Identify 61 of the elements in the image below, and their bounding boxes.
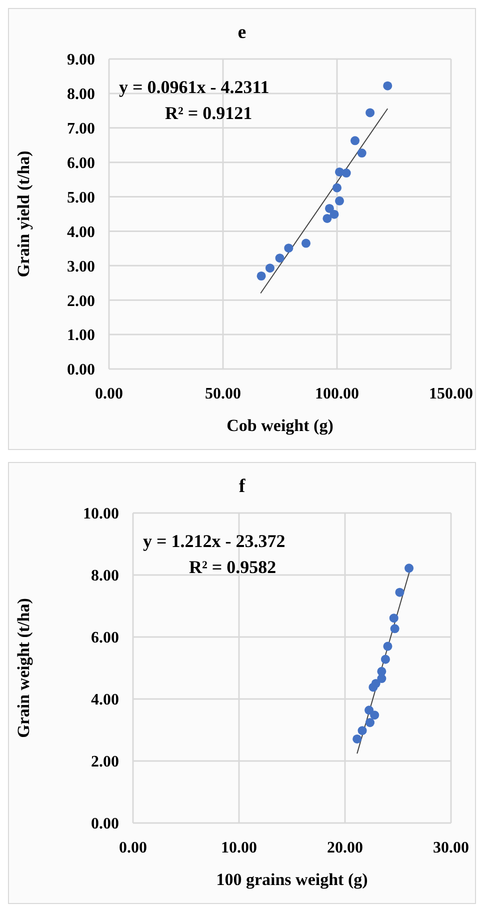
point — [383, 642, 392, 651]
annotation: y = 0.0961x - 4.2311 — [119, 77, 270, 97]
point — [357, 148, 366, 158]
x-tick-label: 50.00 — [205, 385, 241, 402]
annotation: R² = 0.9582 — [189, 557, 276, 577]
point — [380, 654, 390, 664]
point — [404, 564, 414, 573]
annotation: R² = 0.9121 — [165, 103, 252, 123]
point — [370, 710, 380, 720]
y-tick-label: 8.00 — [67, 86, 95, 104]
point — [350, 136, 360, 146]
point — [324, 204, 334, 213]
x-tick-label: 150.00 — [429, 385, 473, 402]
point — [322, 214, 332, 223]
point — [390, 624, 400, 634]
point — [383, 81, 392, 90]
y-tick-label: 1.00 — [67, 327, 95, 344]
y-tick-label: 7.00 — [67, 120, 95, 138]
point — [275, 254, 284, 263]
point — [377, 666, 386, 676]
point — [352, 734, 362, 744]
x-tick-label: 10.00 — [221, 839, 257, 856]
y-axis-title: Grain weight (t/ha) — [14, 598, 34, 738]
point — [332, 183, 342, 192]
x-axis-title: Cob weight (g) — [226, 416, 334, 435]
x-tick-label: 30.00 — [433, 839, 469, 856]
y-tick-label: 4.00 — [67, 224, 95, 241]
point — [364, 706, 374, 715]
y-tick-label: 2.00 — [91, 754, 119, 771]
point — [301, 238, 311, 248]
point — [334, 196, 344, 206]
point — [389, 614, 398, 623]
chart-title: f — [238, 476, 246, 497]
point — [366, 718, 375, 728]
y-tick-label: 6.00 — [91, 630, 119, 647]
point — [358, 726, 367, 736]
y-tick-label: 4.00 — [91, 692, 119, 709]
chart-title: e — [238, 22, 246, 43]
x-tick-label: 20.00 — [327, 839, 363, 856]
y-tick-label: 3.00 — [67, 258, 95, 276]
point — [342, 168, 351, 178]
y-tick-label: 2.00 — [67, 292, 95, 310]
y-tick-label: 0.00 — [67, 362, 95, 379]
point — [330, 210, 339, 219]
x-axis-title: 100 grains weight (g) — [216, 870, 368, 889]
y-tick-label: 5.00 — [67, 189, 95, 206]
point — [395, 588, 404, 597]
y-tick-label: 10.00 — [83, 506, 119, 523]
x-tick-label: 100.00 — [315, 385, 359, 402]
y-tick-label: 0.00 — [91, 816, 119, 833]
y-tick-label: 8.00 — [91, 568, 119, 585]
y-axis-title: Grain yield (t/ha) — [14, 150, 34, 278]
point — [366, 108, 375, 118]
point — [284, 244, 294, 253]
point — [265, 264, 274, 273]
annotation: y = 1.212x - 23.372 — [143, 531, 286, 551]
y-tick-label: 6.00 — [67, 155, 95, 172]
x-tick-label: 0.00 — [119, 839, 147, 856]
y-tick-label: 9.00 — [67, 52, 95, 69]
point — [256, 271, 266, 281]
point — [371, 678, 380, 688]
